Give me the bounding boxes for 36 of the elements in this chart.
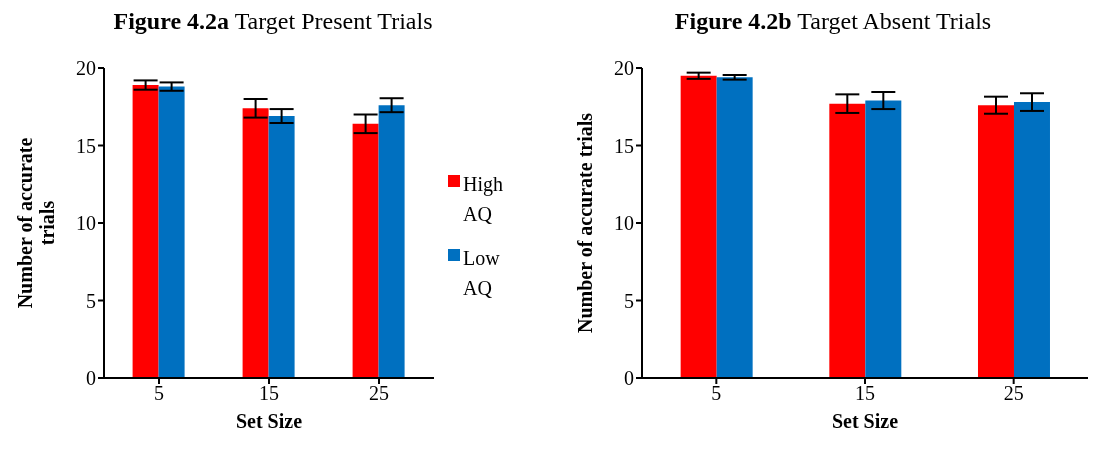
bar (132, 85, 159, 378)
bar (268, 116, 295, 378)
chart-title: Figure 4.2b Target Absent Trials (673, 8, 993, 36)
bar (829, 103, 866, 378)
y-axis-title: Number of accurate trials (574, 112, 596, 334)
x-tick-label: 15 (855, 382, 875, 405)
y-tick-label: 20 (76, 57, 96, 80)
legend-label: High AQ (463, 172, 504, 227)
y-tick-label: 5 (624, 289, 634, 312)
x-axis-title: Set Size (831, 410, 899, 432)
bar (977, 105, 1014, 378)
y-tick-label: 10 (614, 212, 634, 235)
bar (865, 100, 902, 378)
y-tick-label: 15 (76, 134, 96, 157)
y-tick-label: 10 (76, 212, 96, 235)
y-tick-label: 0 (86, 367, 96, 390)
bar (716, 77, 753, 378)
chart-title: Figure 4.2a Target Present Trials (112, 8, 434, 36)
bar (1013, 102, 1050, 378)
bar (158, 86, 185, 378)
x-tick-label: 5 (711, 382, 722, 405)
y-tick-label: 0 (624, 367, 634, 390)
y-axis-title: Number of accurate trials (14, 137, 58, 309)
x-tick-label: 25 (1003, 382, 1024, 405)
y-tick-label: 15 (614, 134, 634, 157)
bar (242, 108, 269, 378)
bar (680, 75, 717, 378)
bar (378, 105, 405, 378)
legend-label: Low AQ (463, 246, 501, 301)
y-tick-label: 20 (614, 57, 634, 80)
x-tick-label: 25 (369, 382, 389, 405)
x-axis-title: Set Size (235, 410, 303, 432)
bar (352, 123, 379, 378)
x-tick-label: 5 (154, 382, 164, 405)
y-tick-label: 5 (86, 289, 96, 312)
x-tick-label: 15 (259, 382, 279, 405)
